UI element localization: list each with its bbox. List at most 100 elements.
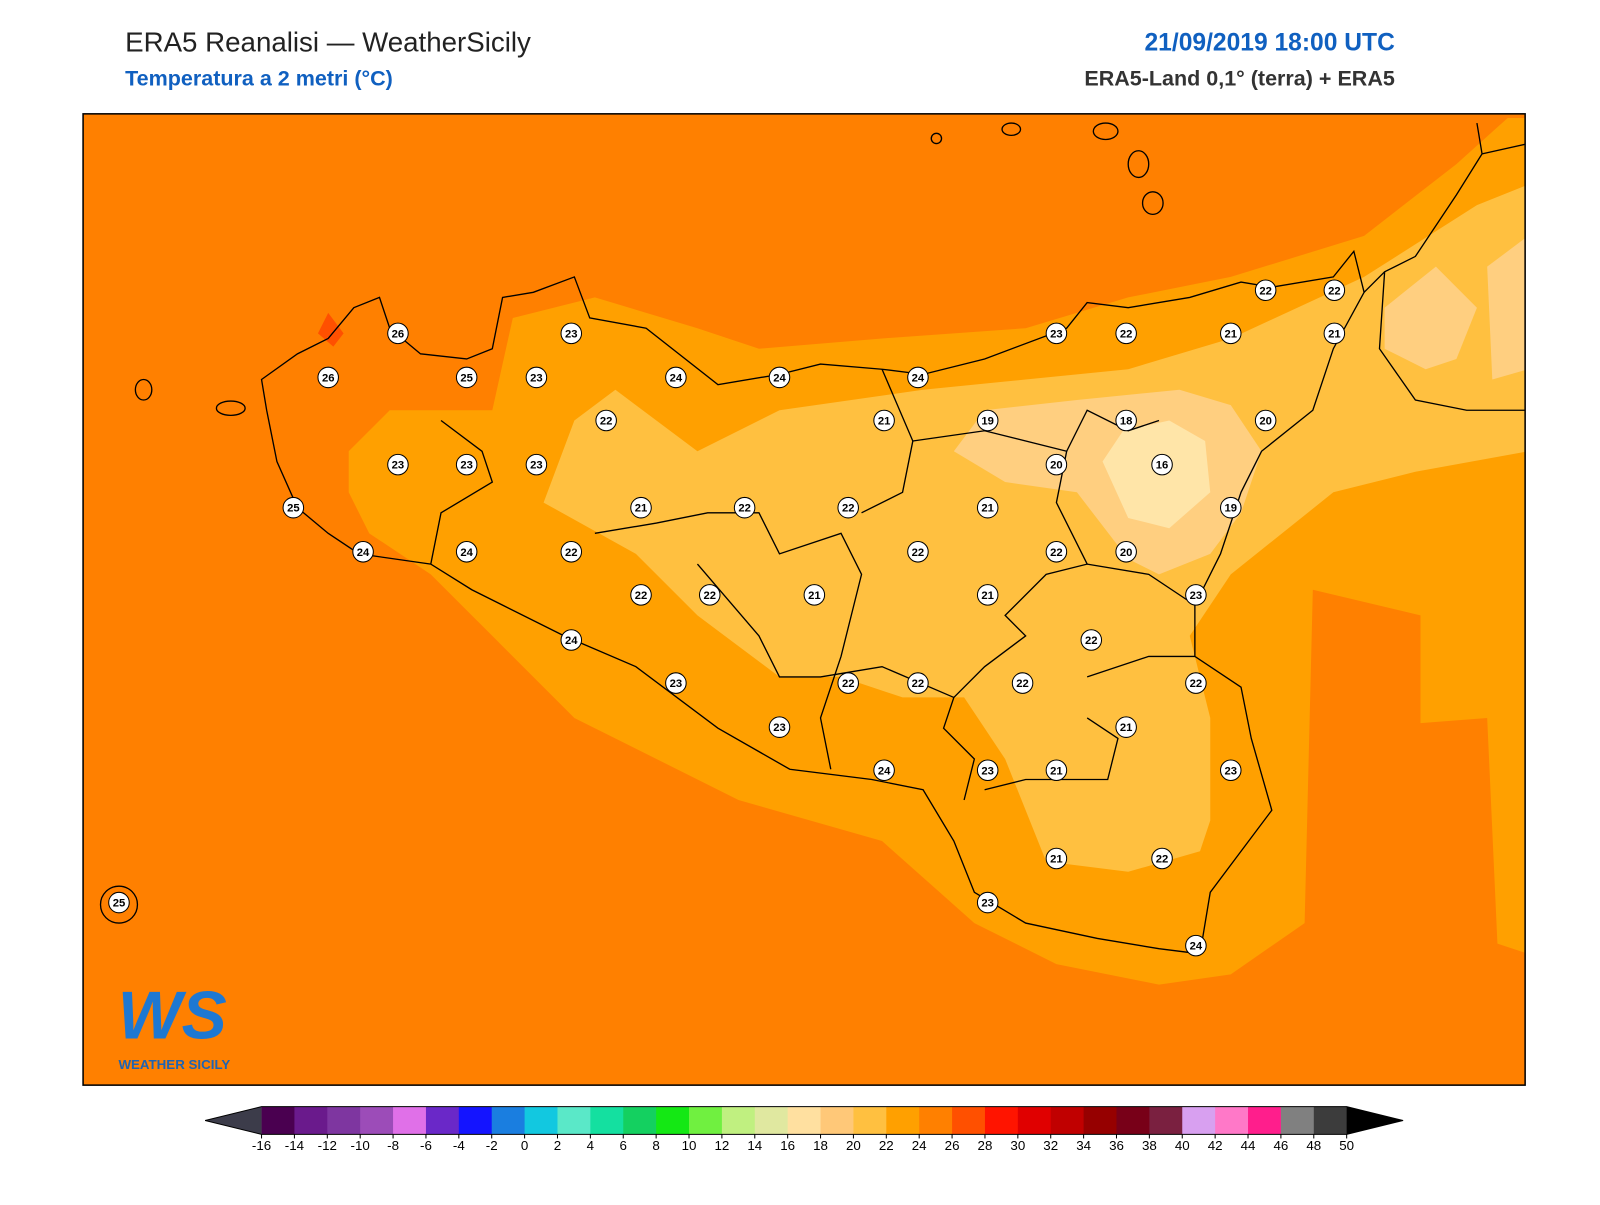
station-marker <box>907 672 929 694</box>
station-marker <box>1115 541 1137 563</box>
station-value: 21 <box>1050 853 1063 865</box>
colorbar-tick-label: 44 <box>1241 1138 1256 1153</box>
station-value: 21 <box>635 503 648 515</box>
station-value: 23 <box>670 678 683 690</box>
station-marker <box>1115 716 1137 738</box>
station-value: 23 <box>530 460 543 472</box>
colorbar-tick-label: 20 <box>846 1138 861 1153</box>
station-value: 22 <box>1156 853 1169 865</box>
station-value: 24 <box>1190 941 1203 953</box>
colorbar-swatch <box>261 1106 295 1135</box>
station-value: 23 <box>1225 765 1238 777</box>
colorbar-tick-label: 14 <box>747 1138 762 1153</box>
colorbar-swatch <box>1313 1106 1348 1135</box>
station-value: 22 <box>1190 678 1203 690</box>
province-border <box>696 563 955 699</box>
colorbar-tick-label: 36 <box>1109 1138 1124 1153</box>
station-marker <box>976 584 999 606</box>
colorbar-tick-label: -2 <box>486 1138 498 1153</box>
station-value: 23 <box>565 328 578 340</box>
station-marker <box>1151 453 1173 476</box>
station-value: 22 <box>1120 328 1133 340</box>
colorbar-swatch <box>294 1106 328 1135</box>
island <box>1141 191 1164 216</box>
station-value: 23 <box>530 372 543 384</box>
colorbar: -16 -14 -12 -10 -8 -6 -4 -2 0 2 4 6 8 10 12 14 16 18 20 22 2… <box>205 1106 1404 1153</box>
station-labels: 26 23 26 25 23 24 24 24 22 21 19 18 20 23 23 23 20 16 25 21… <box>108 279 1346 957</box>
colorbar-tick-label: 46 <box>1273 1138 1288 1153</box>
station-marker <box>1045 541 1068 563</box>
colorbar-tick-label: 10 <box>682 1138 697 1153</box>
coastline-calabria <box>1481 143 1526 155</box>
station-value: 22 <box>1016 678 1029 690</box>
station-marker <box>1220 496 1242 519</box>
station-marker <box>1254 409 1277 432</box>
station-value: 23 <box>981 898 994 910</box>
colorbar-swatch <box>524 1106 558 1135</box>
station-marker <box>1323 279 1346 302</box>
station-value: 23 <box>981 765 994 777</box>
station-value: 22 <box>842 503 855 515</box>
colorbar-swatch <box>1017 1106 1052 1135</box>
station-value: 20 <box>1259 416 1272 428</box>
colorbar-swatch <box>1149 1106 1183 1135</box>
station-value: 22 <box>635 590 648 602</box>
station-marker <box>560 541 583 563</box>
station-marker <box>387 453 409 476</box>
colorbar-swatch <box>820 1106 854 1135</box>
station-value: 24 <box>912 372 925 384</box>
station-value: 24 <box>878 765 891 777</box>
station-value: 21 <box>981 503 994 515</box>
colorbar-tick-label: 30 <box>1010 1138 1025 1153</box>
station-marker <box>976 496 999 519</box>
station-marker <box>1151 847 1173 870</box>
source: ERA5-Land 0,1° (terra) + ERA5 <box>1084 67 1395 91</box>
station-marker <box>108 891 130 914</box>
station-value: 24 <box>670 372 683 384</box>
station-marker <box>560 629 583 651</box>
station-marker <box>803 584 826 606</box>
province-border <box>594 512 863 770</box>
station-marker <box>907 541 929 563</box>
station-value: 22 <box>1328 285 1341 297</box>
station-value: 21 <box>878 416 891 428</box>
band-18-20 <box>1487 238 1526 380</box>
station-marker <box>1045 322 1068 345</box>
station-marker <box>907 366 929 389</box>
station-value: 22 <box>1050 547 1063 559</box>
colorbar-tick-label: -16 <box>252 1138 271 1153</box>
province-border <box>912 409 1160 453</box>
station-value: 19 <box>981 416 994 428</box>
station-marker <box>665 366 687 389</box>
station-value: 22 <box>1259 285 1272 297</box>
station-value: 19 <box>1225 503 1238 515</box>
station-value: 22 <box>600 416 613 428</box>
colorbar-swatch <box>590 1106 624 1135</box>
province-border <box>984 717 1119 791</box>
colorbar-swatch <box>1280 1106 1315 1135</box>
station-marker <box>455 453 478 476</box>
station-value: 25 <box>287 503 300 515</box>
band-26-28 <box>317 312 344 347</box>
colorbar-tick-label: -4 <box>453 1138 465 1153</box>
station-value: 22 <box>738 503 751 515</box>
station-value: 22 <box>565 547 578 559</box>
station-value: 23 <box>1050 328 1063 340</box>
station-value: 26 <box>322 372 335 384</box>
colorbar-swatch <box>1215 1106 1249 1135</box>
station-marker <box>768 366 791 389</box>
colorbar-tick-label: -10 <box>351 1138 370 1153</box>
station-value: 23 <box>1190 590 1203 602</box>
colorbar-tick-label: 32 <box>1043 1138 1058 1153</box>
colorbar-tick-label: 16 <box>780 1138 795 1153</box>
station-marker <box>352 541 374 563</box>
subtitle: Temperatura a 2 metri (°C) <box>125 67 393 91</box>
station-marker <box>560 322 583 345</box>
colorbar-swatch <box>853 1106 887 1135</box>
station-marker <box>1115 322 1137 345</box>
station-value: 25 <box>113 898 126 910</box>
colorbar-swatch <box>754 1106 789 1135</box>
station-marker <box>525 453 548 476</box>
station-marker <box>768 716 791 738</box>
colorbar-tick-label: 34 <box>1076 1138 1091 1153</box>
